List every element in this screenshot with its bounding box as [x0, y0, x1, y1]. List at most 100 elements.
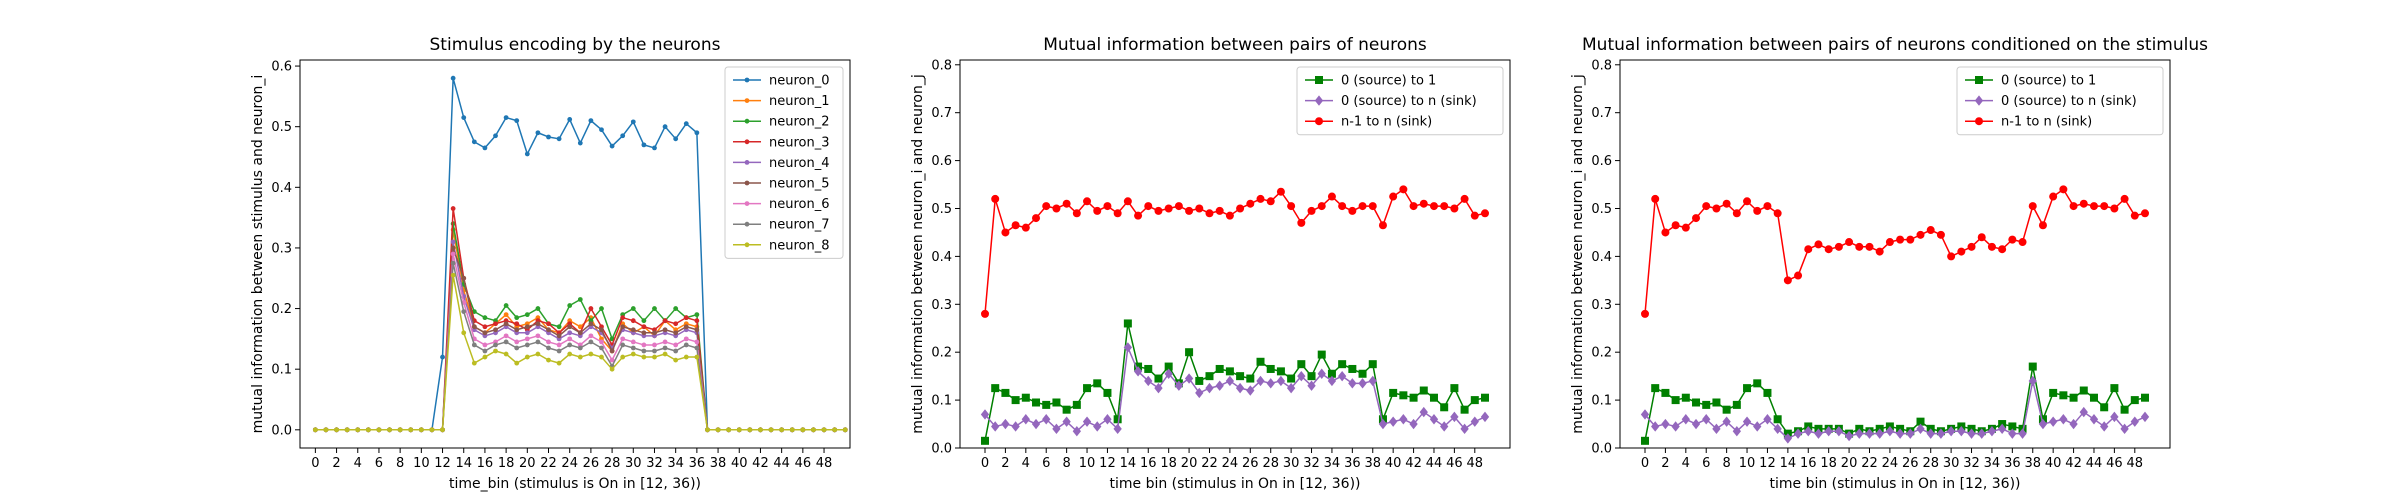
x-tick-label: 20	[1181, 456, 1198, 471]
legend-label: neuron_8	[769, 238, 830, 253]
data-point	[630, 351, 636, 357]
data-point	[514, 315, 520, 321]
data-point	[1661, 418, 1670, 430]
data-point	[588, 118, 594, 124]
data-point	[1440, 421, 1449, 432]
data-point	[2120, 405, 2129, 414]
data-point	[440, 354, 445, 360]
x-tick-label: 42	[752, 456, 769, 471]
data-point	[1906, 428, 1915, 439]
data-point	[546, 357, 551, 363]
x-tick-label: 16	[1140, 456, 1157, 471]
data-point	[630, 339, 636, 345]
data-point	[1338, 360, 1347, 369]
data-point	[1773, 209, 1782, 218]
data-point	[1195, 387, 1204, 399]
x-tick-label: 38	[2024, 456, 2041, 471]
data-point	[1967, 428, 1976, 439]
legend: 0 (source) to 1 0 (source) to n (sink) n-1…	[1956, 66, 2164, 136]
data-point	[1185, 206, 1194, 215]
data-point	[1113, 423, 1122, 435]
data-point	[1042, 400, 1051, 409]
data-point	[683, 354, 689, 360]
legend-label: 0 (source) to n (sink)	[2001, 94, 2137, 109]
x-axis-label: time_bin (stimulus is On in [12, 36))	[449, 476, 701, 492]
data-point	[1470, 211, 1479, 220]
data-point	[503, 333, 509, 339]
data-point	[1052, 204, 1061, 213]
data-point	[652, 330, 657, 336]
data-point	[577, 330, 583, 336]
y-axis-label: mutual information between neuron_i and …	[1570, 74, 1586, 434]
data-point	[1103, 202, 1112, 211]
plot-area	[312, 75, 848, 433]
data-point	[2028, 362, 2037, 371]
data-point	[715, 427, 721, 433]
y-tick-label: 0.0	[1591, 442, 1612, 457]
legend-box	[1296, 66, 1504, 136]
data-point	[2130, 211, 2139, 220]
legend-entry: neuron_1	[733, 94, 830, 109]
data-point	[1651, 384, 1660, 393]
data-point	[1021, 393, 1030, 402]
data-point	[609, 143, 615, 149]
data-point	[1429, 393, 1438, 402]
data-point	[1032, 398, 1041, 407]
data-point	[567, 342, 573, 348]
data-point	[567, 330, 573, 336]
data-point	[588, 351, 594, 357]
x-tick-label: 20	[1841, 456, 1858, 471]
data-point	[779, 427, 785, 433]
data-point	[1844, 430, 1854, 442]
data-point	[705, 427, 710, 433]
data-point	[662, 351, 668, 357]
data-point	[1317, 368, 1326, 379]
x-tick-label: 42	[2065, 456, 2082, 471]
data-point	[620, 354, 626, 360]
legend-marker	[744, 160, 750, 165]
x-tick-label: 24	[561, 456, 578, 471]
data-point	[673, 330, 679, 336]
x-tick-label: 28	[1262, 456, 1279, 471]
data-point	[556, 342, 562, 348]
data-point	[599, 327, 604, 333]
data-point	[1671, 396, 1680, 405]
data-point	[2141, 393, 2149, 402]
data-point	[1246, 385, 1255, 396]
data-point	[2079, 199, 2088, 208]
data-point	[1957, 426, 1966, 437]
data-point	[482, 145, 488, 151]
data-point	[609, 357, 615, 363]
data-point	[514, 345, 520, 351]
data-point	[673, 136, 679, 142]
data-point	[2069, 393, 2078, 402]
data-point	[1460, 405, 1469, 414]
data-point	[1947, 252, 1956, 261]
data-point	[1378, 221, 1387, 230]
data-point	[1440, 202, 1449, 211]
data-point	[535, 130, 541, 136]
data-point	[1481, 209, 1489, 218]
data-point	[2059, 414, 2068, 425]
data-point	[1205, 209, 1214, 218]
data-point	[673, 321, 679, 327]
data-point	[1205, 382, 1214, 394]
data-point	[461, 275, 467, 281]
data-point	[1460, 194, 1469, 203]
data-point	[1722, 405, 1731, 414]
data-point	[1957, 247, 1966, 256]
x-axis-label: time bin (stimulus in On in [12, 36))	[1109, 476, 1360, 492]
data-point	[641, 324, 647, 330]
data-point	[1276, 187, 1285, 196]
data-point	[1266, 378, 1275, 389]
data-point	[1440, 403, 1449, 412]
data-point	[2018, 238, 2027, 247]
data-point	[1001, 418, 1010, 430]
series-neuron-8	[312, 272, 848, 433]
data-point	[344, 427, 350, 433]
data-point	[1732, 426, 1741, 437]
chart-title: Mutual information between pairs of neur…	[1582, 35, 2208, 55]
x-tick-label: 10	[1739, 456, 1756, 471]
x-tick-label: 48	[2127, 456, 2144, 471]
data-point	[991, 194, 1000, 203]
